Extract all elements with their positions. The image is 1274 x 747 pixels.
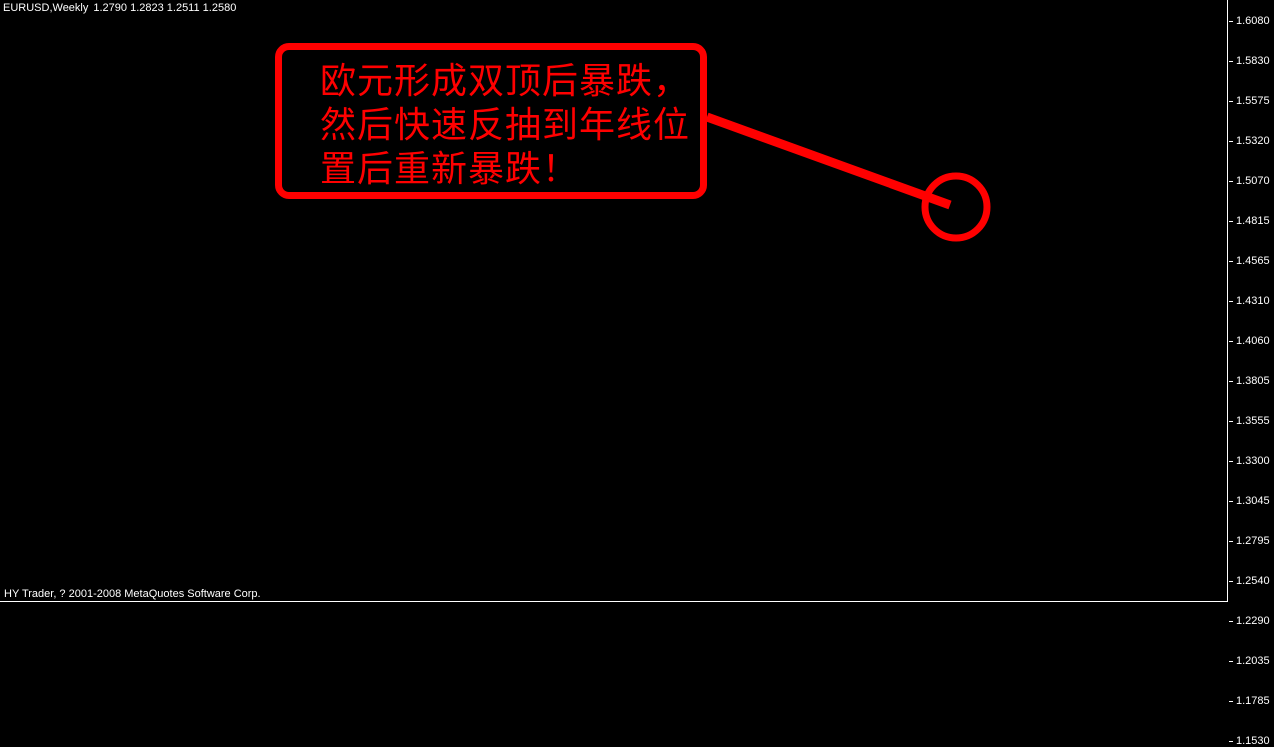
- tick-mark-icon: [1229, 420, 1233, 422]
- price-tick-label: 1.3555: [1236, 415, 1270, 427]
- annotation-line-1: 欧元形成双顶后暴跌，: [320, 61, 691, 102]
- annotation-line-2: 然后快速反抽到年线位: [320, 105, 691, 146]
- tick-mark-icon: [1229, 580, 1233, 582]
- price-tick-label: 1.3045: [1236, 495, 1270, 507]
- price-tick: 1.3045: [1229, 495, 1270, 507]
- tick-mark-icon: [1229, 740, 1233, 742]
- price-axis[interactable]: 1.6080 1.5830 1.5575 1.5320 1.5070 1.4815 1.45…: [1229, 0, 1274, 747]
- tick-mark-icon: [1229, 660, 1233, 662]
- price-tick: 1.2290: [1229, 615, 1270, 627]
- price-tick-label: 1.5830: [1236, 55, 1270, 67]
- tick-mark-icon: [1229, 540, 1233, 542]
- price-tick: 1.4060: [1229, 335, 1270, 347]
- price-tick: 1.2035: [1229, 655, 1270, 667]
- price-tick: 1.2540: [1229, 575, 1270, 587]
- price-tick-label: 1.2795: [1236, 535, 1270, 547]
- price-tick: 1.3300: [1229, 455, 1270, 467]
- price-tick-label: 1.4060: [1236, 335, 1270, 347]
- copyright-label: HY Trader, ? 2001-2008 MetaQuotes Softwa…: [4, 588, 261, 600]
- price-tick: 1.5070: [1229, 175, 1270, 187]
- price-tick: 1.5320: [1229, 135, 1270, 147]
- tick-mark-icon: [1229, 380, 1233, 382]
- price-tick-label: 1.1785: [1236, 695, 1270, 707]
- symbol-period-label: EURUSD,Weekly: [3, 2, 89, 14]
- price-tick-label: 1.5320: [1236, 135, 1270, 147]
- ohlc-values: 1.2790 1.2823 1.2511 1.2580: [93, 2, 237, 14]
- tick-mark-icon: [1229, 300, 1233, 302]
- price-tick-label: 1.4310: [1236, 295, 1270, 307]
- price-tick-label: 1.4815: [1236, 215, 1270, 227]
- price-tick-label: 1.2540: [1236, 575, 1270, 587]
- tick-mark-icon: [1229, 500, 1233, 502]
- date-axis[interactable]: [0, 604, 1228, 621]
- price-tick-label: 1.5070: [1236, 175, 1270, 187]
- tick-mark-icon: [1229, 100, 1233, 102]
- price-tick: 1.5830: [1229, 55, 1270, 67]
- annotation-callout-box[interactable]: 欧元形成双顶后暴跌， 然后快速反抽到年线位 置后重新暴跌！: [275, 43, 707, 199]
- tick-mark-icon: [1229, 20, 1233, 22]
- tick-mark-icon: [1229, 700, 1233, 702]
- tick-mark-icon: [1229, 260, 1233, 262]
- annotation-text: 欧元形成双顶后暴跌， 然后快速反抽到年线位 置后重新暴跌！: [320, 60, 710, 192]
- price-tick-label: 1.6080: [1236, 15, 1270, 27]
- tick-mark-icon: [1229, 180, 1233, 182]
- price-tick: 1.2795: [1229, 535, 1270, 547]
- price-tick-label: 1.2035: [1236, 655, 1270, 667]
- price-tick: 1.5575: [1229, 95, 1270, 107]
- price-tick: 1.4310: [1229, 295, 1270, 307]
- price-tick: 1.3555: [1229, 415, 1270, 427]
- tick-mark-icon: [1229, 460, 1233, 462]
- annotation-line-3: 置后重新暴跌！: [320, 149, 580, 190]
- price-tick-label: 1.4565: [1236, 255, 1270, 267]
- price-tick: 1.1530: [1229, 735, 1270, 747]
- price-chart-canvas[interactable]: [0, 0, 1228, 602]
- price-tick-label: 1.2290: [1236, 615, 1270, 627]
- chart-plot-area[interactable]: [0, 0, 1228, 602]
- tick-mark-icon: [1229, 140, 1233, 142]
- quote-header: EURUSD,Weekly 1.2790 1.2823 1.2511 1.258…: [3, 1, 236, 15]
- tick-mark-icon: [1229, 220, 1233, 222]
- price-tick: 1.4565: [1229, 255, 1270, 267]
- price-tick: 1.3805: [1229, 375, 1270, 387]
- tick-mark-icon: [1229, 60, 1233, 62]
- price-tick: 1.1785: [1229, 695, 1270, 707]
- price-tick: 1.4815: [1229, 215, 1270, 227]
- price-tick-label: 1.1530: [1236, 735, 1270, 747]
- price-tick-label: 1.5575: [1236, 95, 1270, 107]
- tick-mark-icon: [1229, 340, 1233, 342]
- price-tick: 1.6080: [1229, 15, 1270, 27]
- price-tick-label: 1.3300: [1236, 455, 1270, 467]
- price-tick-label: 1.3805: [1236, 375, 1270, 387]
